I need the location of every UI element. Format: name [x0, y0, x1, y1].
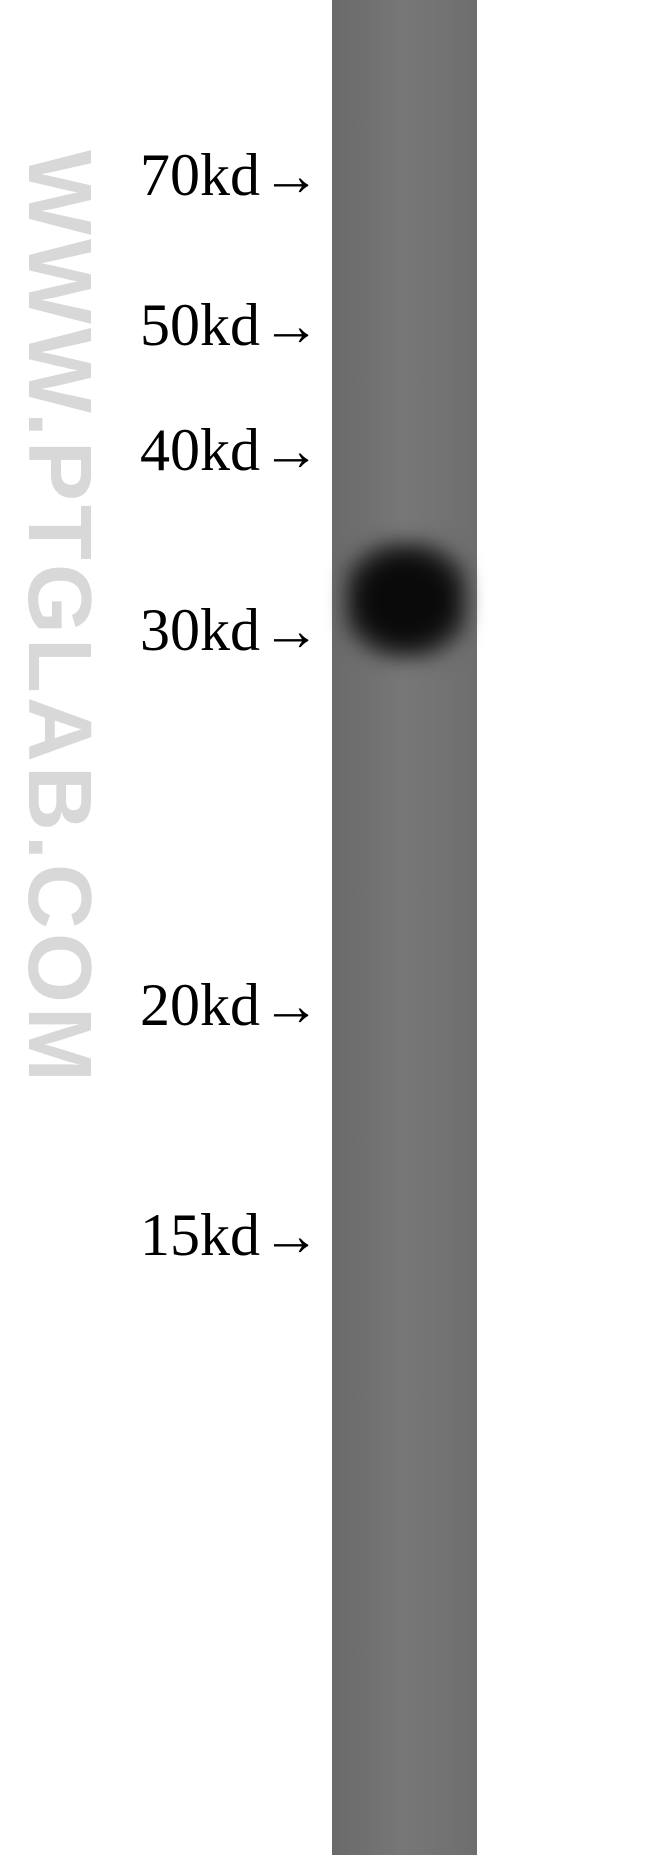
- marker-40kd: 40kd→: [140, 416, 320, 485]
- arrow-icon: →: [262, 292, 320, 359]
- marker-15kd: 15kd→: [140, 1201, 320, 1270]
- arrow-icon: →: [262, 1202, 320, 1269]
- marker-label: 50kd: [140, 291, 260, 360]
- marker-label: 15kd: [140, 1201, 260, 1270]
- marker-70kd: 70kd→: [140, 141, 320, 210]
- marker-label: 70kd: [140, 141, 260, 210]
- watermark-text: WWW.PTGLAB.COM: [7, 150, 110, 1086]
- marker-50kd: 50kd→: [140, 291, 320, 360]
- marker-30kd: 30kd→: [140, 596, 320, 665]
- protein-band: [345, 540, 467, 660]
- marker-20kd: 20kd→: [140, 971, 320, 1040]
- arrow-icon: →: [262, 142, 320, 209]
- marker-label: 30kd: [140, 596, 260, 665]
- arrow-icon: →: [262, 972, 320, 1039]
- arrow-icon: →: [262, 417, 320, 484]
- blot-lane: [332, 0, 477, 1855]
- marker-label: 20kd: [140, 971, 260, 1040]
- marker-label: 40kd: [140, 416, 260, 485]
- blot-figure: WWW.PTGLAB.COM 70kd→50kd→40kd→30kd→20kd→…: [0, 0, 650, 1855]
- arrow-icon: →: [262, 597, 320, 664]
